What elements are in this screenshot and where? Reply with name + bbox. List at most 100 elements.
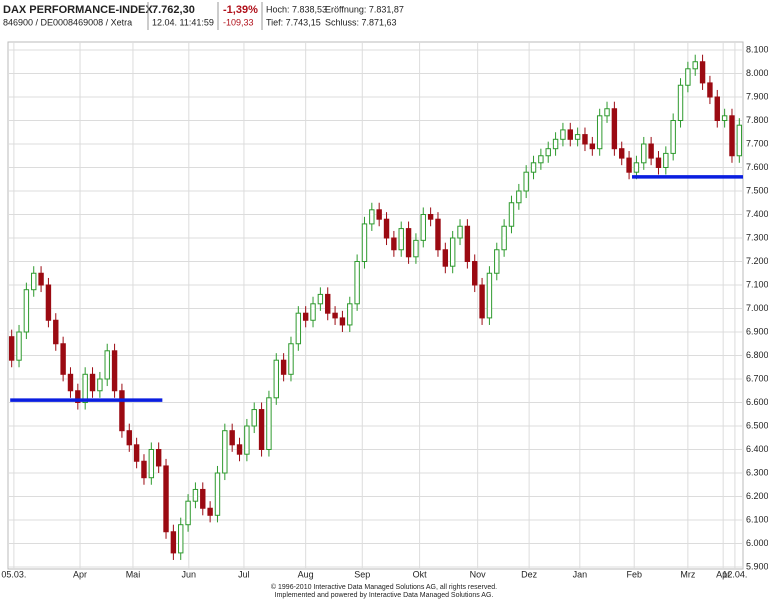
x-tick-label: Dez [521,569,538,579]
candle-body [663,152,669,168]
candle-body [317,293,324,305]
candle-body [104,350,110,380]
candle-body [545,148,551,157]
y-tick-label: 7.500 [746,185,768,195]
candle-body [97,378,103,392]
candle-body [427,214,434,220]
y-tick-label: 8.000 [746,68,768,78]
x-tick-label: Mrz [680,569,695,579]
y-tick-label: 7.900 [746,91,768,101]
candle-body [133,444,140,462]
candle-body [383,218,390,239]
candle-body [648,143,654,159]
candle-body [251,409,257,427]
y-tick-label: 7.600 [746,162,768,172]
candle-body [611,108,618,150]
candle-body [214,472,221,516]
high: Hoch: 7.838,53 [266,4,327,14]
candle-body [670,120,676,154]
candle-body [619,148,625,159]
candle-body [677,84,684,121]
x-tick-label: Sep [354,569,370,579]
candle-body [119,390,125,432]
candle-body [280,359,287,375]
candle-body [302,312,309,321]
x-tick-label: Mai [126,569,141,579]
x-tick-label: Okt [413,569,428,579]
x-tick-label: Apr [716,569,730,579]
candle-body [31,272,37,291]
candle-body [273,359,279,399]
candle-body [582,134,588,145]
candle-body [185,500,191,526]
y-tick-label: 6.300 [746,467,768,477]
candle-body [538,155,544,164]
candle-body [567,129,573,140]
index-name: DAX PERFORMANCE-INDEX [3,4,153,16]
y-tick-label: 6.800 [746,350,768,360]
candle-body [45,284,52,321]
candle-body [67,373,74,392]
candle-body [82,373,88,403]
candle-body [626,157,632,173]
y-tick-label: 6.400 [746,444,768,454]
y-tick-label: 7.400 [746,209,768,219]
candle-body [486,272,493,319]
candle-body [729,115,735,157]
candle-body [361,223,368,262]
candle-body [229,430,235,446]
candle-body [589,143,596,150]
candle-body [339,317,346,326]
candle-body [23,289,30,333]
y-tick-label: 7.700 [746,138,768,148]
candle-body [655,157,662,169]
candle-body [494,249,500,274]
candle-body [38,272,44,286]
candle-body [457,225,463,239]
candle-body [596,115,603,150]
candle-body [449,237,456,267]
y-tick-label: 6.000 [746,538,768,548]
x-tick-label: Aug [298,569,314,579]
candle-body [721,115,728,122]
candle-body [420,214,426,241]
candle-body [244,425,250,455]
candle-body [685,68,691,86]
candle-body [200,488,206,509]
y-tick-label: 6.500 [746,420,768,430]
candle-body [604,108,610,117]
header: DAX PERFORMANCE-INDEX 7.762,30 -1,39% Ho… [3,2,404,30]
candle-body [310,303,316,321]
plot: 5.900 6.000 6.100 6.200 6.300 6.400 6.500 6.600… [1,41,768,579]
candle-body [472,261,478,286]
candle-body [222,430,228,474]
y-tick-label: 8.100 [746,44,768,54]
candle-body [288,343,294,375]
candle-body [236,444,243,455]
candle-body [560,129,566,140]
candle-body [369,209,375,225]
candle-body [442,249,449,267]
candle-body [295,312,302,345]
candle-body [641,143,647,164]
candle-body [523,171,529,192]
y-tick-label: 7.100 [746,279,768,289]
candle-body [633,162,640,173]
y-tick-label: 5.900 [746,561,768,571]
x-tick-label: Feb [626,569,642,579]
candle-body [75,390,81,403]
candle-body [479,284,485,319]
candle-body [170,531,177,554]
candle-body [207,507,213,516]
candle-body [53,319,59,345]
x-tick-label: Jul [238,569,250,579]
candle-body [126,430,132,446]
footer-line: Implemented and powered by Interactive D… [275,592,494,599]
x-tick-label: 05.03. [1,569,26,579]
y-tick-label: 6.900 [746,326,768,336]
candle-body [8,336,15,361]
candle-body [501,225,507,251]
change-abs: -109,33 [223,17,254,27]
candle-body [516,190,522,204]
